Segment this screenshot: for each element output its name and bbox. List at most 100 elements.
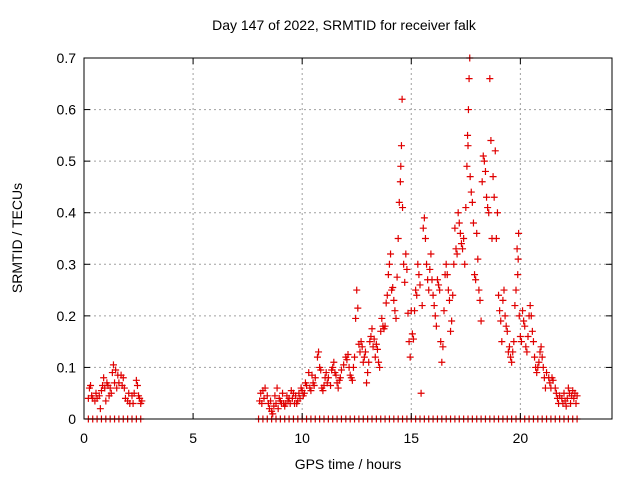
data-point (418, 302, 426, 310)
data-point (96, 405, 104, 413)
data-point (496, 307, 504, 315)
data-point (353, 286, 361, 294)
data-point (456, 229, 464, 237)
data-point (389, 283, 397, 291)
data-point (109, 361, 117, 369)
data-point (463, 162, 471, 170)
data-point (113, 384, 121, 392)
data-point (438, 358, 446, 366)
data-point (448, 317, 456, 325)
data-point (336, 374, 344, 382)
data-point (324, 374, 332, 382)
data-point (279, 389, 287, 397)
data-point (344, 351, 352, 359)
data-point (435, 281, 443, 289)
data-point (480, 157, 488, 165)
data-point (536, 348, 544, 356)
data-point (263, 392, 271, 400)
data-point (405, 338, 413, 346)
data-point (399, 204, 407, 212)
x-tick-label: 20 (513, 430, 529, 446)
y-tick-label: 0.6 (57, 102, 77, 118)
x-tick-label: 10 (294, 430, 310, 446)
data-point (358, 343, 366, 351)
data-point (119, 374, 127, 382)
data-point (526, 302, 534, 310)
data-point (412, 286, 420, 294)
data-point (429, 291, 437, 299)
y-tick-label: 0.1 (57, 359, 77, 375)
data-point (502, 322, 510, 330)
data-point (100, 374, 108, 382)
data-point (393, 273, 401, 281)
data-point (354, 304, 362, 312)
data-point (471, 271, 479, 279)
data-point (307, 387, 315, 395)
data-point (381, 322, 389, 330)
data-point (375, 358, 383, 366)
data-point (466, 173, 474, 181)
data-point (370, 335, 378, 343)
data-point (129, 400, 137, 408)
data-point (371, 353, 379, 361)
data-point (365, 358, 373, 366)
data-point (427, 250, 435, 258)
data-point (514, 255, 522, 263)
data-point (508, 358, 516, 366)
x-tick-label: 0 (80, 430, 88, 446)
data-point (269, 410, 277, 418)
data-point (465, 75, 473, 83)
data-point (539, 363, 547, 371)
data-point (449, 291, 457, 299)
data-point (493, 209, 501, 217)
data-point (414, 260, 422, 268)
data-point (372, 340, 380, 348)
data-point (411, 307, 419, 315)
data-point (415, 271, 423, 279)
data-point (431, 312, 439, 320)
data-point (443, 271, 451, 279)
data-point (102, 397, 110, 405)
data-point (361, 348, 369, 356)
data-point (349, 363, 357, 371)
data-point (130, 389, 138, 397)
data-point (413, 291, 421, 299)
data-point (487, 137, 495, 145)
data-point (507, 353, 515, 361)
data-point (490, 193, 498, 201)
data-point (387, 250, 395, 258)
data-point (513, 245, 521, 253)
data-point (373, 345, 381, 353)
data-point (403, 265, 411, 273)
data-point (271, 392, 279, 400)
data-point (397, 162, 405, 170)
data-point (300, 389, 308, 397)
data-point (460, 235, 468, 242)
data-point (317, 366, 325, 374)
data-point (516, 332, 524, 340)
data-point (491, 147, 499, 155)
data-point (450, 260, 458, 268)
data-point (351, 353, 359, 361)
data-point (492, 235, 500, 242)
data-point (500, 286, 508, 294)
plot-frame (83, 57, 613, 420)
data-point (462, 204, 470, 212)
data-point (315, 348, 323, 356)
data-point (499, 296, 507, 304)
data-point (329, 363, 337, 371)
data-point (322, 369, 330, 377)
data-point (391, 307, 399, 315)
y-tick-label: 0.3 (57, 256, 77, 272)
data-point (332, 371, 340, 379)
data-point (474, 255, 482, 263)
data-point (469, 219, 477, 227)
data-point (477, 317, 485, 325)
y-tick-label: 0.7 (57, 50, 77, 66)
data-point (352, 314, 360, 322)
data-point (378, 314, 386, 322)
data-point (267, 397, 275, 405)
data-point (440, 307, 448, 315)
data-point (481, 167, 489, 175)
